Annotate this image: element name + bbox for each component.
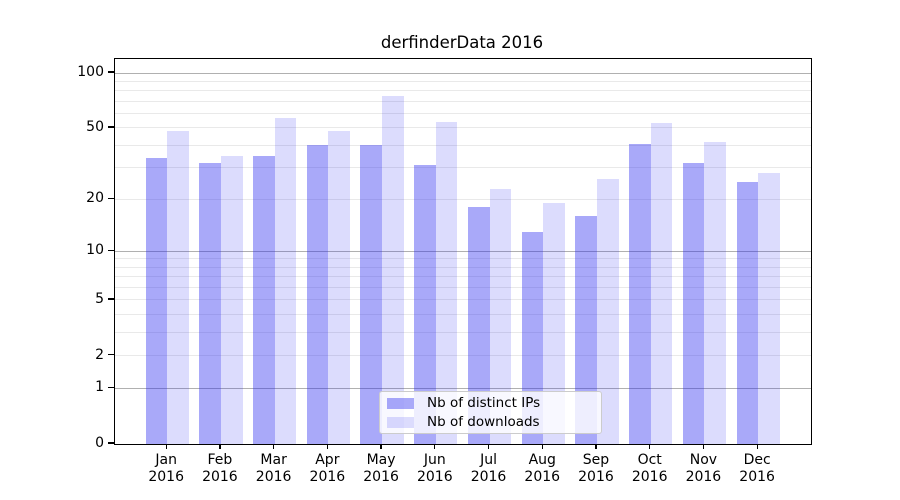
y-tick xyxy=(108,71,114,73)
x-tick xyxy=(219,444,221,449)
bar-distinct-ips-jan xyxy=(145,158,168,444)
gridline-minor xyxy=(115,127,811,129)
y-tick-label: 2 xyxy=(95,346,104,363)
legend-swatch-downloads xyxy=(387,416,414,428)
x-tick-label: Nov 2016 xyxy=(685,452,722,485)
bar-downloads-feb xyxy=(220,155,243,444)
gridline-minor xyxy=(115,167,811,169)
gridline-minor xyxy=(115,355,811,357)
x-tick-label: Sep 2016 xyxy=(578,452,614,485)
gridline-minor xyxy=(115,100,811,102)
gridline-minor xyxy=(115,332,811,334)
y-tick-label: 50 xyxy=(86,118,104,135)
bar-distinct-ips-jun xyxy=(414,165,436,444)
gridline-minor xyxy=(115,80,811,82)
bar-downloads-aug xyxy=(543,203,565,444)
bar-downloads-may xyxy=(382,95,404,444)
gridline-minor xyxy=(115,198,811,200)
plot-area: Nb of distinct IPs Nb of downloads xyxy=(114,58,812,445)
bar-distinct-ips-sep xyxy=(575,216,597,444)
y-tick xyxy=(108,126,114,128)
bar-distinct-ips-may xyxy=(360,145,383,444)
x-tick-label: May 2016 xyxy=(363,452,399,485)
gridline-minor xyxy=(115,90,811,92)
y-tick-label: 20 xyxy=(86,190,104,207)
y-tick xyxy=(108,386,114,388)
y-tick-label: 5 xyxy=(95,290,104,307)
y-tick xyxy=(108,197,114,199)
legend-item-distinct-ips: Nb of distinct IPs xyxy=(387,395,601,411)
x-tick-label: Jun 2016 xyxy=(416,452,453,485)
bar-downloads-mar xyxy=(274,117,297,444)
bar-distinct-ips-nov xyxy=(682,162,705,444)
gridline-minor xyxy=(115,113,811,115)
bar-downloads-jan xyxy=(167,131,189,444)
bar-distinct-ips-apr xyxy=(306,145,329,444)
bar-distinct-ips-aug xyxy=(521,231,544,444)
y-tick xyxy=(108,442,114,444)
y-tick xyxy=(108,354,114,356)
x-tick xyxy=(541,444,543,449)
gridline-minor xyxy=(115,314,811,316)
bar-distinct-ips-jul xyxy=(467,207,490,444)
x-tick-label: Jul 2016 xyxy=(470,452,507,485)
legend-item-downloads: Nb of downloads xyxy=(387,414,601,430)
legend-label-distinct-ips: Nb of distinct IPs xyxy=(427,395,541,411)
bar-downloads-dec xyxy=(758,173,780,444)
gridline-minor xyxy=(115,287,811,289)
bar-distinct-ips-dec xyxy=(736,182,759,444)
bar-downloads-sep xyxy=(596,179,619,444)
legend-label-downloads: Nb of downloads xyxy=(427,414,540,430)
x-tick xyxy=(487,444,490,449)
gridline-minor xyxy=(115,299,811,301)
x-tick xyxy=(595,444,597,449)
bar-distinct-ips-feb xyxy=(199,162,221,444)
bar-downloads-jul xyxy=(489,188,512,444)
x-tick-label: Feb 2016 xyxy=(202,452,238,485)
gridline-major xyxy=(115,250,811,252)
gridline-major xyxy=(115,387,811,389)
legend: Nb of distinct IPs Nb of downloads xyxy=(379,391,602,434)
legend-swatch-distinct-ips xyxy=(387,397,414,409)
bar-distinct-ips-oct xyxy=(629,143,651,444)
x-tick-label: Mar 2016 xyxy=(255,452,292,485)
x-tick-label: Apr 2016 xyxy=(309,452,346,485)
bar-downloads-apr xyxy=(328,131,350,444)
gridline-minor xyxy=(115,144,811,146)
x-tick xyxy=(326,444,328,449)
bar-downloads-jun xyxy=(435,121,458,444)
bar-downloads-nov xyxy=(704,141,726,444)
bar-downloads-oct xyxy=(650,123,673,444)
chart-title: derfinderData 2016 xyxy=(380,33,544,52)
bar-distinct-ips-mar xyxy=(253,155,275,444)
y-tick xyxy=(108,249,114,251)
gridline-minor xyxy=(115,266,811,268)
gridline-minor xyxy=(115,258,811,260)
gridline-minor xyxy=(115,276,811,278)
y-tick xyxy=(108,298,114,300)
y-tick-label: 1 xyxy=(95,379,104,396)
x-tick xyxy=(434,444,436,449)
x-tick xyxy=(165,444,167,449)
x-tick xyxy=(380,444,382,449)
x-tick xyxy=(756,444,758,449)
x-tick xyxy=(649,444,651,449)
x-tick xyxy=(273,444,275,449)
y-tick-label: 0 xyxy=(95,435,104,451)
x-tick-label: Jan 2016 xyxy=(148,452,184,485)
x-tick-label: Aug 2016 xyxy=(524,452,561,485)
x-tick-label: Dec 2016 xyxy=(739,452,775,485)
y-tick-label: 100 xyxy=(77,64,104,80)
gridline-major xyxy=(115,72,811,74)
x-tick xyxy=(702,444,704,449)
y-tick-label: 10 xyxy=(86,242,104,259)
x-tick-label: Oct 2016 xyxy=(631,452,668,485)
